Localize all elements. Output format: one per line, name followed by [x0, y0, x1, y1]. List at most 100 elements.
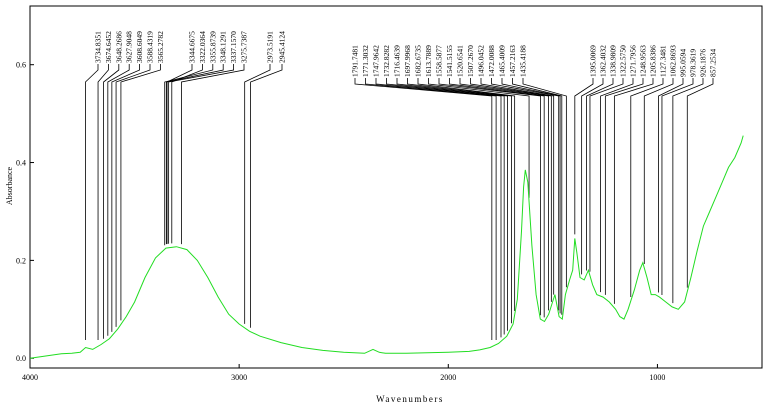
peak-marker-line	[168, 64, 235, 244]
peak-label: 1541.5155	[445, 45, 454, 77]
peak-label: 3588.4319	[146, 31, 155, 63]
peak-marker-line	[171, 64, 203, 244]
peak-label: 3348.1291	[219, 31, 228, 63]
peak-marker-line	[396, 78, 508, 331]
peak-label: 2973.5191	[266, 31, 275, 63]
peak-marker-lines	[85, 64, 714, 340]
peak-label: 3674.6452	[104, 31, 113, 63]
peak-label: 1732.8282	[382, 45, 391, 77]
peak-label: 1338.9809	[609, 45, 618, 77]
peak-label: 1465.4009	[498, 45, 507, 77]
peak-label: 978.3619	[689, 49, 698, 77]
peak-label: 1472.0088	[487, 45, 496, 77]
peak-marker-line	[165, 64, 224, 245]
peak-label: 1771.3032	[361, 45, 370, 77]
peak-label: 1507.2670	[466, 45, 475, 77]
peak-label: 1127.3481	[659, 45, 668, 77]
peak-label: 1496.0452	[477, 45, 486, 77]
peak-marker-line	[581, 78, 604, 275]
peak-label: 3734.8351	[94, 31, 103, 63]
peak-marker-line	[630, 78, 664, 298]
peak-label: 3322.0364	[198, 31, 207, 63]
peak-label: 857.2534	[709, 49, 718, 77]
peak-marker-line	[97, 64, 109, 340]
peak-marker-line	[166, 64, 193, 244]
peak-marker-line	[428, 78, 530, 198]
peak-label: 1395.0069	[589, 45, 598, 77]
peak-label: 1613.7889	[424, 45, 433, 77]
peak-label: 3275.7387	[240, 31, 249, 63]
y-tick-label: 0.0	[16, 354, 26, 363]
peak-marker-line	[386, 78, 505, 335]
peak-label: 3344.6675	[188, 31, 197, 63]
peak-label: 1457.2163	[508, 45, 517, 77]
peak-marker-line	[250, 64, 283, 328]
peak-marker-line	[661, 78, 694, 295]
peak-marker-line	[512, 78, 563, 315]
peak-marker-line	[459, 78, 549, 311]
peak-marker-line	[375, 78, 502, 338]
peak-marker-line	[586, 78, 614, 271]
peak-marker-line	[470, 78, 552, 302]
peak-label: 1697.9968	[403, 45, 412, 77]
peak-marker-line	[115, 64, 151, 327]
peak-marker-line	[686, 78, 714, 288]
peak-marker-line	[365, 78, 497, 340]
peak-label: 3565.2782	[156, 31, 165, 63]
peak-label: 1520.6541	[456, 45, 465, 77]
peak-marker-line	[589, 78, 624, 272]
x-axis-label: Wavenumbers	[376, 394, 444, 404]
peak-label: 1322.5750	[619, 45, 628, 77]
peak-marker-line	[417, 78, 516, 312]
peak-marker-line	[449, 78, 545, 318]
peak-label: 995.0594	[679, 49, 688, 77]
peak-label: 3355.8739	[208, 31, 217, 63]
y-tick-label: 0.2	[16, 256, 26, 265]
peak-label: 1062.8693	[669, 45, 678, 77]
peak-label: 1791.7481	[351, 45, 360, 77]
y-tick-label: 0.6	[16, 61, 26, 70]
y-axis-ticks: 0.0 0.2 0.4 0.6	[16, 61, 34, 363]
peak-label: 1362.4032	[599, 45, 608, 77]
peak-marker-line	[164, 64, 214, 246]
peak-marker-line	[613, 78, 654, 304]
peak-marker-line	[244, 64, 271, 324]
peak-label: 3608.6049	[135, 31, 144, 63]
y-axis-label: Absorbance	[5, 166, 14, 205]
peak-label: 3337.1570	[229, 31, 238, 63]
peak-marker-line	[658, 78, 684, 293]
peak-marker-line	[480, 78, 555, 295]
peak-marker-line	[600, 78, 634, 293]
peak-label: 1248.9563	[639, 45, 648, 77]
peak-marker-line	[491, 78, 560, 311]
peak-label: 1435.4188	[519, 45, 528, 77]
peak-label: 3648.2686	[114, 31, 123, 63]
x-tick-label: 3000	[231, 373, 247, 382]
plot-frame	[29, 5, 763, 369]
peak-marker-line	[604, 78, 644, 295]
peak-marker-line	[574, 78, 594, 235]
peak-marker-line	[407, 78, 512, 324]
peak-label: 3627.9048	[125, 31, 134, 63]
peak-marker-line	[181, 64, 245, 245]
peak-marker-line	[643, 78, 674, 265]
spectrum-line	[29, 135, 744, 359]
peak-label: 2945.4124	[278, 31, 287, 63]
x-axis-ticks: 4000 3000 2000 1000	[22, 364, 665, 382]
peak-labels: 3734.8351 3674.6452 3648.2686 3627.9048 3608…	[94, 31, 718, 77]
peak-marker-line	[120, 64, 161, 321]
peak-marker-line	[103, 64, 120, 339]
peak-label: 1747.9642	[372, 45, 381, 77]
peak-marker-line	[354, 78, 493, 340]
x-tick-label: 1000	[649, 373, 665, 382]
x-tick-label: 4000	[22, 373, 38, 382]
peak-label: 1205.8386	[649, 45, 658, 77]
peak-marker-line	[111, 64, 141, 332]
peak-label: 926.1876	[699, 49, 708, 77]
peak-marker-line	[501, 78, 561, 314]
peak-marker-line	[438, 78, 542, 316]
y-tick-label: 0.4	[16, 159, 26, 168]
peak-label: 1271.7956	[629, 45, 638, 77]
peak-marker-line	[85, 64, 99, 340]
